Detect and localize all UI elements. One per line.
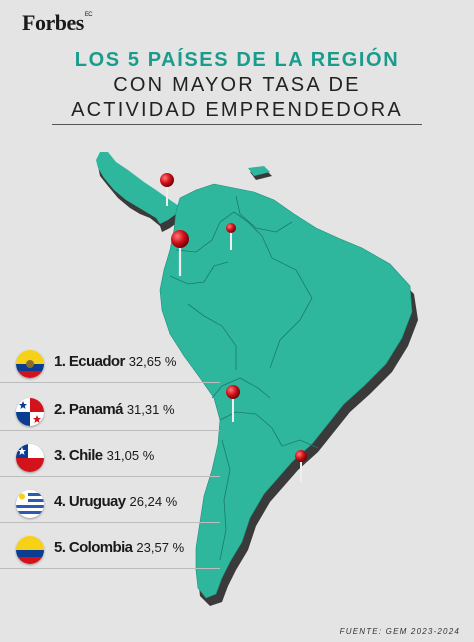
title-line-2: CON MAYOR TASA DE [113,74,361,96]
ranking-label: 4. Uruguay [54,493,126,510]
ranking-item: 1. Ecuador 32,65 % [0,344,220,383]
ecuador-pin [171,230,189,276]
ranking-item: 5. Colombia 23,57 % [0,530,220,569]
ranking-label: 5. Colombia [54,539,133,556]
ranking-label: 3. Chile [54,447,103,464]
ranking-value: 32,65 % [128,354,177,369]
uruguay-pin [295,450,307,482]
ranking-item: 4. Uruguay 26,24 % [0,484,220,523]
ranking-value: 31,05 % [106,448,155,463]
title-line-1: LOS 5 PAÍSES DE LA REGIÓN [74,49,400,71]
ecuador-flag-icon [16,350,44,378]
panama-flag-icon [16,398,44,426]
title-divider [52,124,422,125]
ranking-value: 23,57 % [136,540,185,555]
panama-pin [160,173,174,206]
page-title: LOS 5 PAÍSES DE LA REGIÓN CON MAYOR TASA… [0,48,474,123]
ranking-item: 2. Panamá 31,31 % [0,392,220,431]
ranking-value: 26,24 % [129,494,178,509]
chile-flag-icon [16,444,44,472]
ranking-value: 31,31 % [126,402,175,417]
ranking-label: 1. Ecuador [54,353,125,370]
colombia-flag-icon [16,536,44,564]
ranking-label: 2. Panamá [54,401,123,418]
forbes-logo: ForbesEC [22,10,93,35]
uruguay-flag-icon [16,490,44,518]
chile-pin [226,385,240,422]
south-america [159,183,413,599]
colombia-pin [226,223,236,250]
central-america [96,152,182,224]
title-line-3: ACTIVIDAD EMPRENDEDORA [71,99,403,121]
source-note: FUENTE: GEM 2023-2024 [339,627,460,636]
ranking-item: 3. Chile 31,05 % [0,438,220,477]
